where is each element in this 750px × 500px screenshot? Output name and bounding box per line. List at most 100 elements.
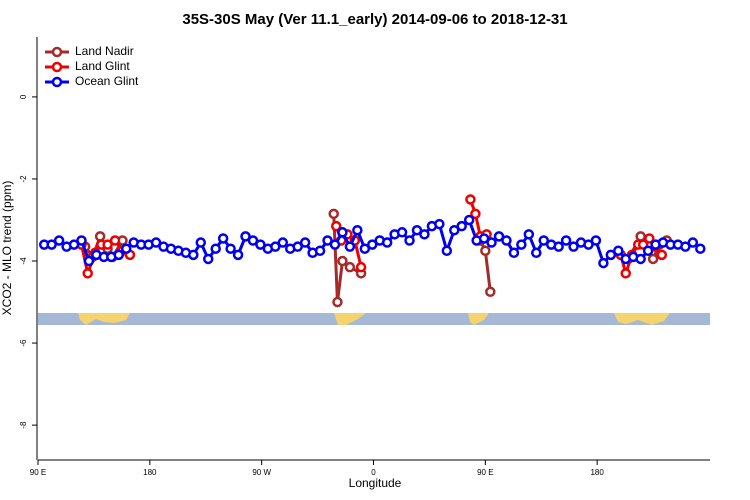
data-point bbox=[322, 235, 333, 246]
data-point bbox=[590, 235, 602, 246]
data-point bbox=[120, 243, 132, 254]
data-point bbox=[255, 239, 266, 250]
data-point bbox=[553, 241, 564, 252]
data-point bbox=[478, 233, 490, 244]
data-point bbox=[642, 245, 654, 257]
data-point bbox=[411, 224, 423, 236]
data-point bbox=[150, 237, 162, 248]
data-point bbox=[538, 235, 549, 246]
data-point bbox=[441, 245, 453, 257]
data-point bbox=[465, 194, 476, 205]
data-point bbox=[647, 253, 659, 265]
legend-marker bbox=[51, 76, 63, 88]
data-point bbox=[523, 229, 535, 240]
data-point bbox=[396, 227, 408, 238]
data-point bbox=[337, 255, 348, 267]
data-point bbox=[583, 239, 594, 250]
y-tick-label: -8 bbox=[19, 421, 28, 429]
legend-label: Ocean Glint bbox=[75, 74, 139, 88]
data-point bbox=[102, 239, 113, 250]
data-point bbox=[508, 247, 520, 259]
y-tick-label: -6 bbox=[19, 339, 28, 347]
data-point bbox=[337, 227, 348, 238]
y-tick-label: 0 bbox=[19, 94, 28, 99]
legend-marker bbox=[51, 46, 63, 58]
data-point bbox=[434, 218, 445, 230]
data-point bbox=[83, 255, 95, 267]
data-point bbox=[195, 237, 207, 248]
data-point bbox=[292, 241, 303, 252]
data-point bbox=[329, 239, 341, 250]
data-point bbox=[493, 231, 505, 242]
chart-title: 35S-30S May (Ver 11.1_early) 2014-09-06 … bbox=[182, 11, 567, 28]
data-point bbox=[480, 245, 491, 257]
data-point bbox=[202, 253, 214, 265]
map-strip bbox=[38, 313, 710, 325]
data-point bbox=[328, 208, 339, 220]
data-point bbox=[613, 245, 624, 257]
land-strip bbox=[468, 313, 489, 325]
data-point bbox=[531, 247, 542, 259]
data-point bbox=[486, 237, 497, 248]
x-tick-label: 90 E bbox=[30, 468, 46, 477]
data-point bbox=[560, 235, 572, 246]
land-strip bbox=[614, 313, 670, 325]
data-point bbox=[355, 261, 367, 273]
series-line bbox=[80, 198, 663, 279]
data-point bbox=[568, 241, 579, 252]
data-point bbox=[94, 231, 106, 242]
data-point bbox=[217, 233, 229, 244]
y-axis-label: XCO2 - MLO trend (ppm) bbox=[0, 181, 14, 316]
land-strip bbox=[334, 313, 366, 325]
data-point bbox=[635, 231, 646, 242]
data-point bbox=[456, 220, 467, 232]
data-point bbox=[644, 233, 655, 244]
legend-label: Land Glint bbox=[75, 59, 130, 73]
data-point bbox=[113, 249, 125, 261]
x-tick-label: 180 bbox=[143, 468, 157, 477]
data-point bbox=[344, 241, 356, 252]
data-point bbox=[277, 237, 289, 248]
x-axis-label: Longitude bbox=[349, 476, 402, 490]
data-point bbox=[109, 235, 121, 246]
data-point bbox=[419, 229, 430, 240]
legend-label: Land Nadir bbox=[75, 44, 134, 58]
series-line bbox=[84, 213, 668, 303]
data-point bbox=[210, 243, 221, 254]
legend-marker bbox=[51, 61, 63, 73]
data-point bbox=[188, 249, 199, 261]
data-point bbox=[381, 237, 393, 248]
data-point bbox=[352, 224, 363, 236]
data-point bbox=[76, 235, 87, 246]
data-point bbox=[449, 224, 460, 236]
data-point bbox=[367, 239, 378, 250]
data-point bbox=[680, 241, 691, 252]
data-point bbox=[53, 235, 65, 246]
x-tick-label: 90 E bbox=[477, 468, 493, 477]
data-point bbox=[404, 235, 415, 246]
data-point bbox=[695, 243, 706, 254]
data-point bbox=[330, 220, 342, 232]
data-point bbox=[82, 268, 93, 279]
data-point bbox=[240, 231, 251, 242]
data-point bbox=[225, 243, 236, 254]
data-point bbox=[605, 249, 617, 261]
data-point bbox=[46, 239, 57, 250]
y-tick-label: -2 bbox=[19, 175, 28, 183]
data-point bbox=[470, 208, 481, 220]
x-tick-label: 180 bbox=[590, 468, 604, 477]
data-point bbox=[232, 249, 244, 261]
data-point bbox=[501, 235, 512, 246]
y-tick-label: -4 bbox=[19, 257, 28, 265]
data-point bbox=[270, 241, 281, 252]
data-point bbox=[620, 268, 631, 279]
data-point bbox=[687, 237, 699, 248]
data-point bbox=[68, 239, 80, 250]
data-point bbox=[299, 237, 311, 248]
data-point bbox=[332, 296, 343, 308]
land-strip bbox=[78, 313, 130, 325]
data-point bbox=[247, 235, 259, 246]
x-tick-label: 90 W bbox=[252, 468, 271, 477]
data-point bbox=[344, 261, 356, 273]
